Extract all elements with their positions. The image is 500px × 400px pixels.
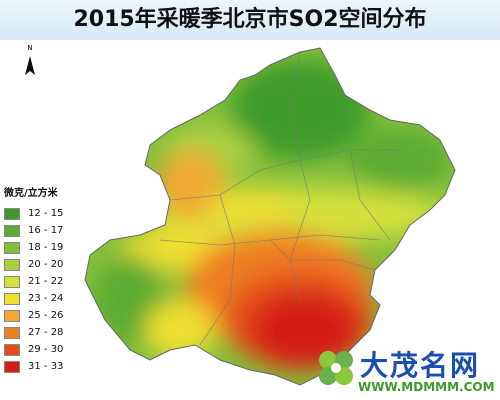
legend-label: 27 - 28	[28, 327, 64, 338]
legend-swatch	[4, 326, 20, 339]
legend-swatch	[4, 292, 20, 305]
legend-label: 21 - 22	[28, 276, 64, 287]
north-label: N	[27, 44, 32, 52]
legend-title: 微克/立方米	[4, 188, 58, 199]
legend-item: 21 - 22	[4, 273, 63, 290]
legend-label: 12 - 15	[28, 208, 64, 219]
legend-label: 20 - 20	[28, 259, 64, 270]
title: 2015年采暖季北京市SO2空间分布	[0, 0, 500, 40]
legend: 微克/立方米 12 - 15 16 - 17 18 - 19 20 - 20 21 - …	[4, 184, 63, 375]
watermark-url: WWW.MDMMM.COM	[358, 380, 495, 394]
legend-item: 27 - 28	[4, 324, 63, 341]
legend-item: 23 - 24	[4, 290, 63, 307]
legend-label: 23 - 24	[28, 293, 64, 304]
legend-item: 12 - 15	[4, 205, 63, 222]
legend-label: 25 - 26	[28, 310, 64, 321]
legend-item: 31 - 33	[4, 358, 63, 375]
legend-label: 31 - 33	[28, 361, 64, 372]
boundary	[84, 47, 456, 386]
legend-swatch	[4, 207, 20, 220]
legend-items: 12 - 15 16 - 17 18 - 19 20 - 20 21 - 22 23 - …	[4, 205, 63, 375]
legend-swatch	[4, 360, 20, 373]
legend-label: 18 - 19	[28, 242, 64, 253]
legend-swatch	[4, 224, 20, 237]
legend-item: 20 - 20	[4, 256, 63, 273]
legend-label: 29 - 30	[28, 344, 64, 355]
legend-label: 16 - 17	[28, 225, 64, 236]
watermark-name: 大茂名网	[360, 349, 481, 382]
legend-item: 16 - 17	[4, 222, 63, 239]
watermark-logo	[319, 351, 353, 385]
legend-item: 25 - 26	[4, 307, 63, 324]
legend-swatch	[4, 258, 20, 271]
legend-swatch	[4, 343, 20, 356]
legend-item: 29 - 30	[4, 341, 63, 358]
watermark: 大茂名网 WWW.MDMMM.COM	[316, 344, 500, 400]
legend-swatch	[4, 275, 20, 288]
legend-swatch	[4, 309, 20, 322]
north-arrow	[25, 56, 35, 75]
legend-swatch	[4, 241, 20, 254]
legend-item: 18 - 19	[4, 239, 63, 256]
